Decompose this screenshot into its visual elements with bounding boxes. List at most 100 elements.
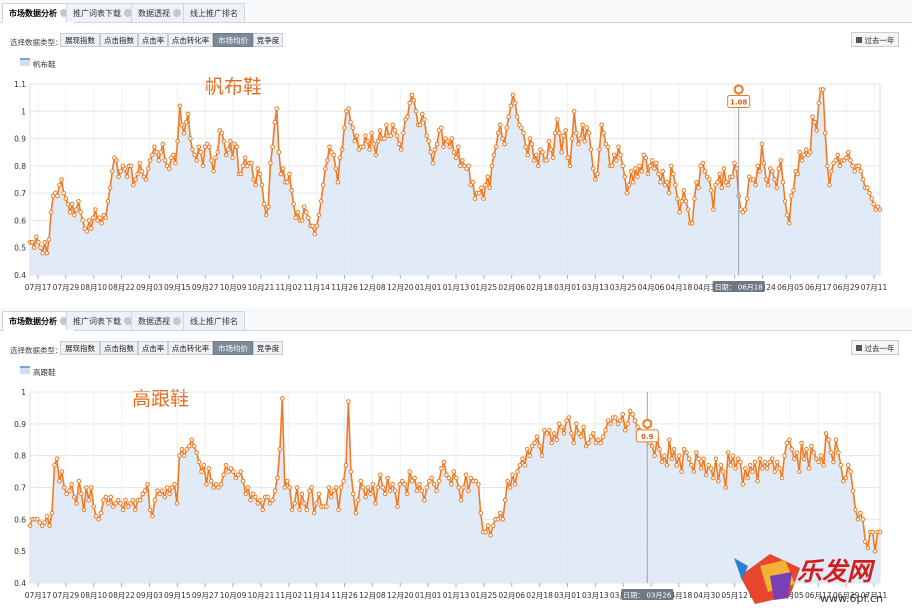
- data-point[interactable]: [42, 520, 48, 525]
- data-point[interactable]: [507, 485, 513, 490]
- data-point[interactable]: [546, 139, 552, 144]
- data-point[interactable]: [188, 136, 193, 141]
- data-point[interactable]: [532, 440, 537, 446]
- data-point[interactable]: [872, 548, 878, 554]
- data-point[interactable]: [189, 437, 194, 443]
- data-point[interactable]: [420, 111, 425, 117]
- data-point[interactable]: [767, 459, 773, 465]
- data-point[interactable]: [272, 119, 278, 125]
- data-point[interactable]: [295, 209, 301, 215]
- data-point[interactable]: [213, 482, 219, 487]
- data-point[interactable]: [52, 462, 57, 468]
- data-point[interactable]: [185, 111, 191, 117]
- data-point[interactable]: [792, 456, 797, 462]
- data-point[interactable]: [275, 475, 280, 481]
- data-point[interactable]: [62, 485, 67, 490]
- data-point[interactable]: [54, 456, 60, 462]
- data-point[interactable]: [96, 517, 101, 522]
- data-point[interactable]: [261, 201, 267, 207]
- data-point[interactable]: [436, 478, 442, 484]
- data-point[interactable]: [297, 507, 302, 513]
- data-point[interactable]: [86, 497, 92, 503]
- data-point[interactable]: [175, 139, 180, 144]
- data-point[interactable]: [55, 193, 60, 199]
- data-point[interactable]: [128, 501, 133, 506]
- data-point[interactable]: [809, 443, 814, 449]
- data-point[interactable]: [547, 427, 552, 433]
- data-point[interactable]: [409, 92, 415, 98]
- tab-pivot[interactable]: 数据透视: [131, 3, 188, 22]
- data-point[interactable]: [514, 114, 520, 119]
- data-point[interactable]: [801, 152, 807, 158]
- data-point[interactable]: [167, 491, 172, 497]
- data-point[interactable]: [865, 185, 870, 190]
- data-point[interactable]: [306, 215, 311, 220]
- data-point[interactable]: [698, 466, 704, 471]
- data-point[interactable]: [544, 158, 550, 163]
- data-point[interactable]: [723, 485, 729, 490]
- data-point[interactable]: [429, 475, 435, 481]
- data-point[interactable]: [190, 147, 195, 152]
- data-point[interactable]: [179, 447, 185, 452]
- chart-legend[interactable]: 帆布鞋: [20, 58, 56, 70]
- data-point[interactable]: [392, 128, 398, 133]
- data-point[interactable]: [576, 141, 581, 147]
- data-point[interactable]: [869, 196, 874, 201]
- data-point[interactable]: [618, 152, 623, 158]
- data-point[interactable]: [521, 130, 526, 136]
- data-point[interactable]: [477, 190, 482, 196]
- data-point[interactable]: [525, 447, 530, 452]
- data-point[interactable]: [278, 171, 284, 177]
- data-point[interactable]: [590, 166, 596, 171]
- data-point[interactable]: [419, 488, 425, 493]
- data-point[interactable]: [808, 149, 813, 155]
- data-point[interactable]: [131, 182, 136, 188]
- data-point[interactable]: [801, 456, 807, 462]
- data-point[interactable]: [365, 139, 370, 144]
- data-point[interactable]: [561, 133, 566, 139]
- data-point[interactable]: [544, 431, 550, 436]
- data-point[interactable]: [118, 169, 123, 174]
- range-button[interactable]: 过去一年: [851, 32, 899, 47]
- data-point[interactable]: [658, 179, 663, 185]
- data-point[interactable]: [498, 122, 503, 128]
- data-point[interactable]: [843, 475, 849, 481]
- data-point[interactable]: [65, 201, 71, 207]
- data-point[interactable]: [449, 482, 454, 487]
- data-point[interactable]: [182, 453, 187, 458]
- data-point[interactable]: [664, 179, 670, 185]
- tab-online-ranking[interactable]: 线上推广排名: [183, 3, 245, 22]
- data-point[interactable]: [307, 488, 312, 493]
- data-point[interactable]: [814, 128, 820, 133]
- data-point[interactable]: [382, 491, 388, 497]
- data-point[interactable]: [855, 517, 861, 522]
- data-point[interactable]: [750, 469, 755, 474]
- data-point[interactable]: [88, 226, 94, 231]
- data-point[interactable]: [836, 450, 841, 455]
- data-point[interactable]: [287, 171, 292, 177]
- data-point[interactable]: [686, 456, 692, 462]
- data-point[interactable]: [669, 456, 675, 462]
- data-point[interactable]: [818, 453, 824, 458]
- data-point[interactable]: [341, 478, 346, 484]
- data-point[interactable]: [91, 504, 96, 509]
- data-point[interactable]: [633, 166, 638, 171]
- data-point[interactable]: [495, 517, 501, 522]
- data-point[interactable]: [384, 122, 389, 128]
- data-point[interactable]: [652, 166, 657, 171]
- type-button-ctr[interactable]: 点击率: [138, 33, 168, 47]
- data-point[interactable]: [564, 418, 569, 423]
- data-point[interactable]: [763, 177, 769, 182]
- data-point[interactable]: [848, 158, 853, 163]
- data-point[interactable]: [468, 475, 474, 481]
- data-point[interactable]: [512, 100, 518, 106]
- data-point[interactable]: [679, 199, 685, 204]
- data-point[interactable]: [211, 169, 216, 174]
- data-point[interactable]: [80, 218, 85, 223]
- data-point[interactable]: [395, 504, 400, 509]
- data-point[interactable]: [652, 453, 657, 458]
- data-point[interactable]: [549, 440, 555, 446]
- data-point[interactable]: [833, 158, 839, 163]
- data-point[interactable]: [820, 87, 826, 92]
- data-point[interactable]: [445, 139, 450, 144]
